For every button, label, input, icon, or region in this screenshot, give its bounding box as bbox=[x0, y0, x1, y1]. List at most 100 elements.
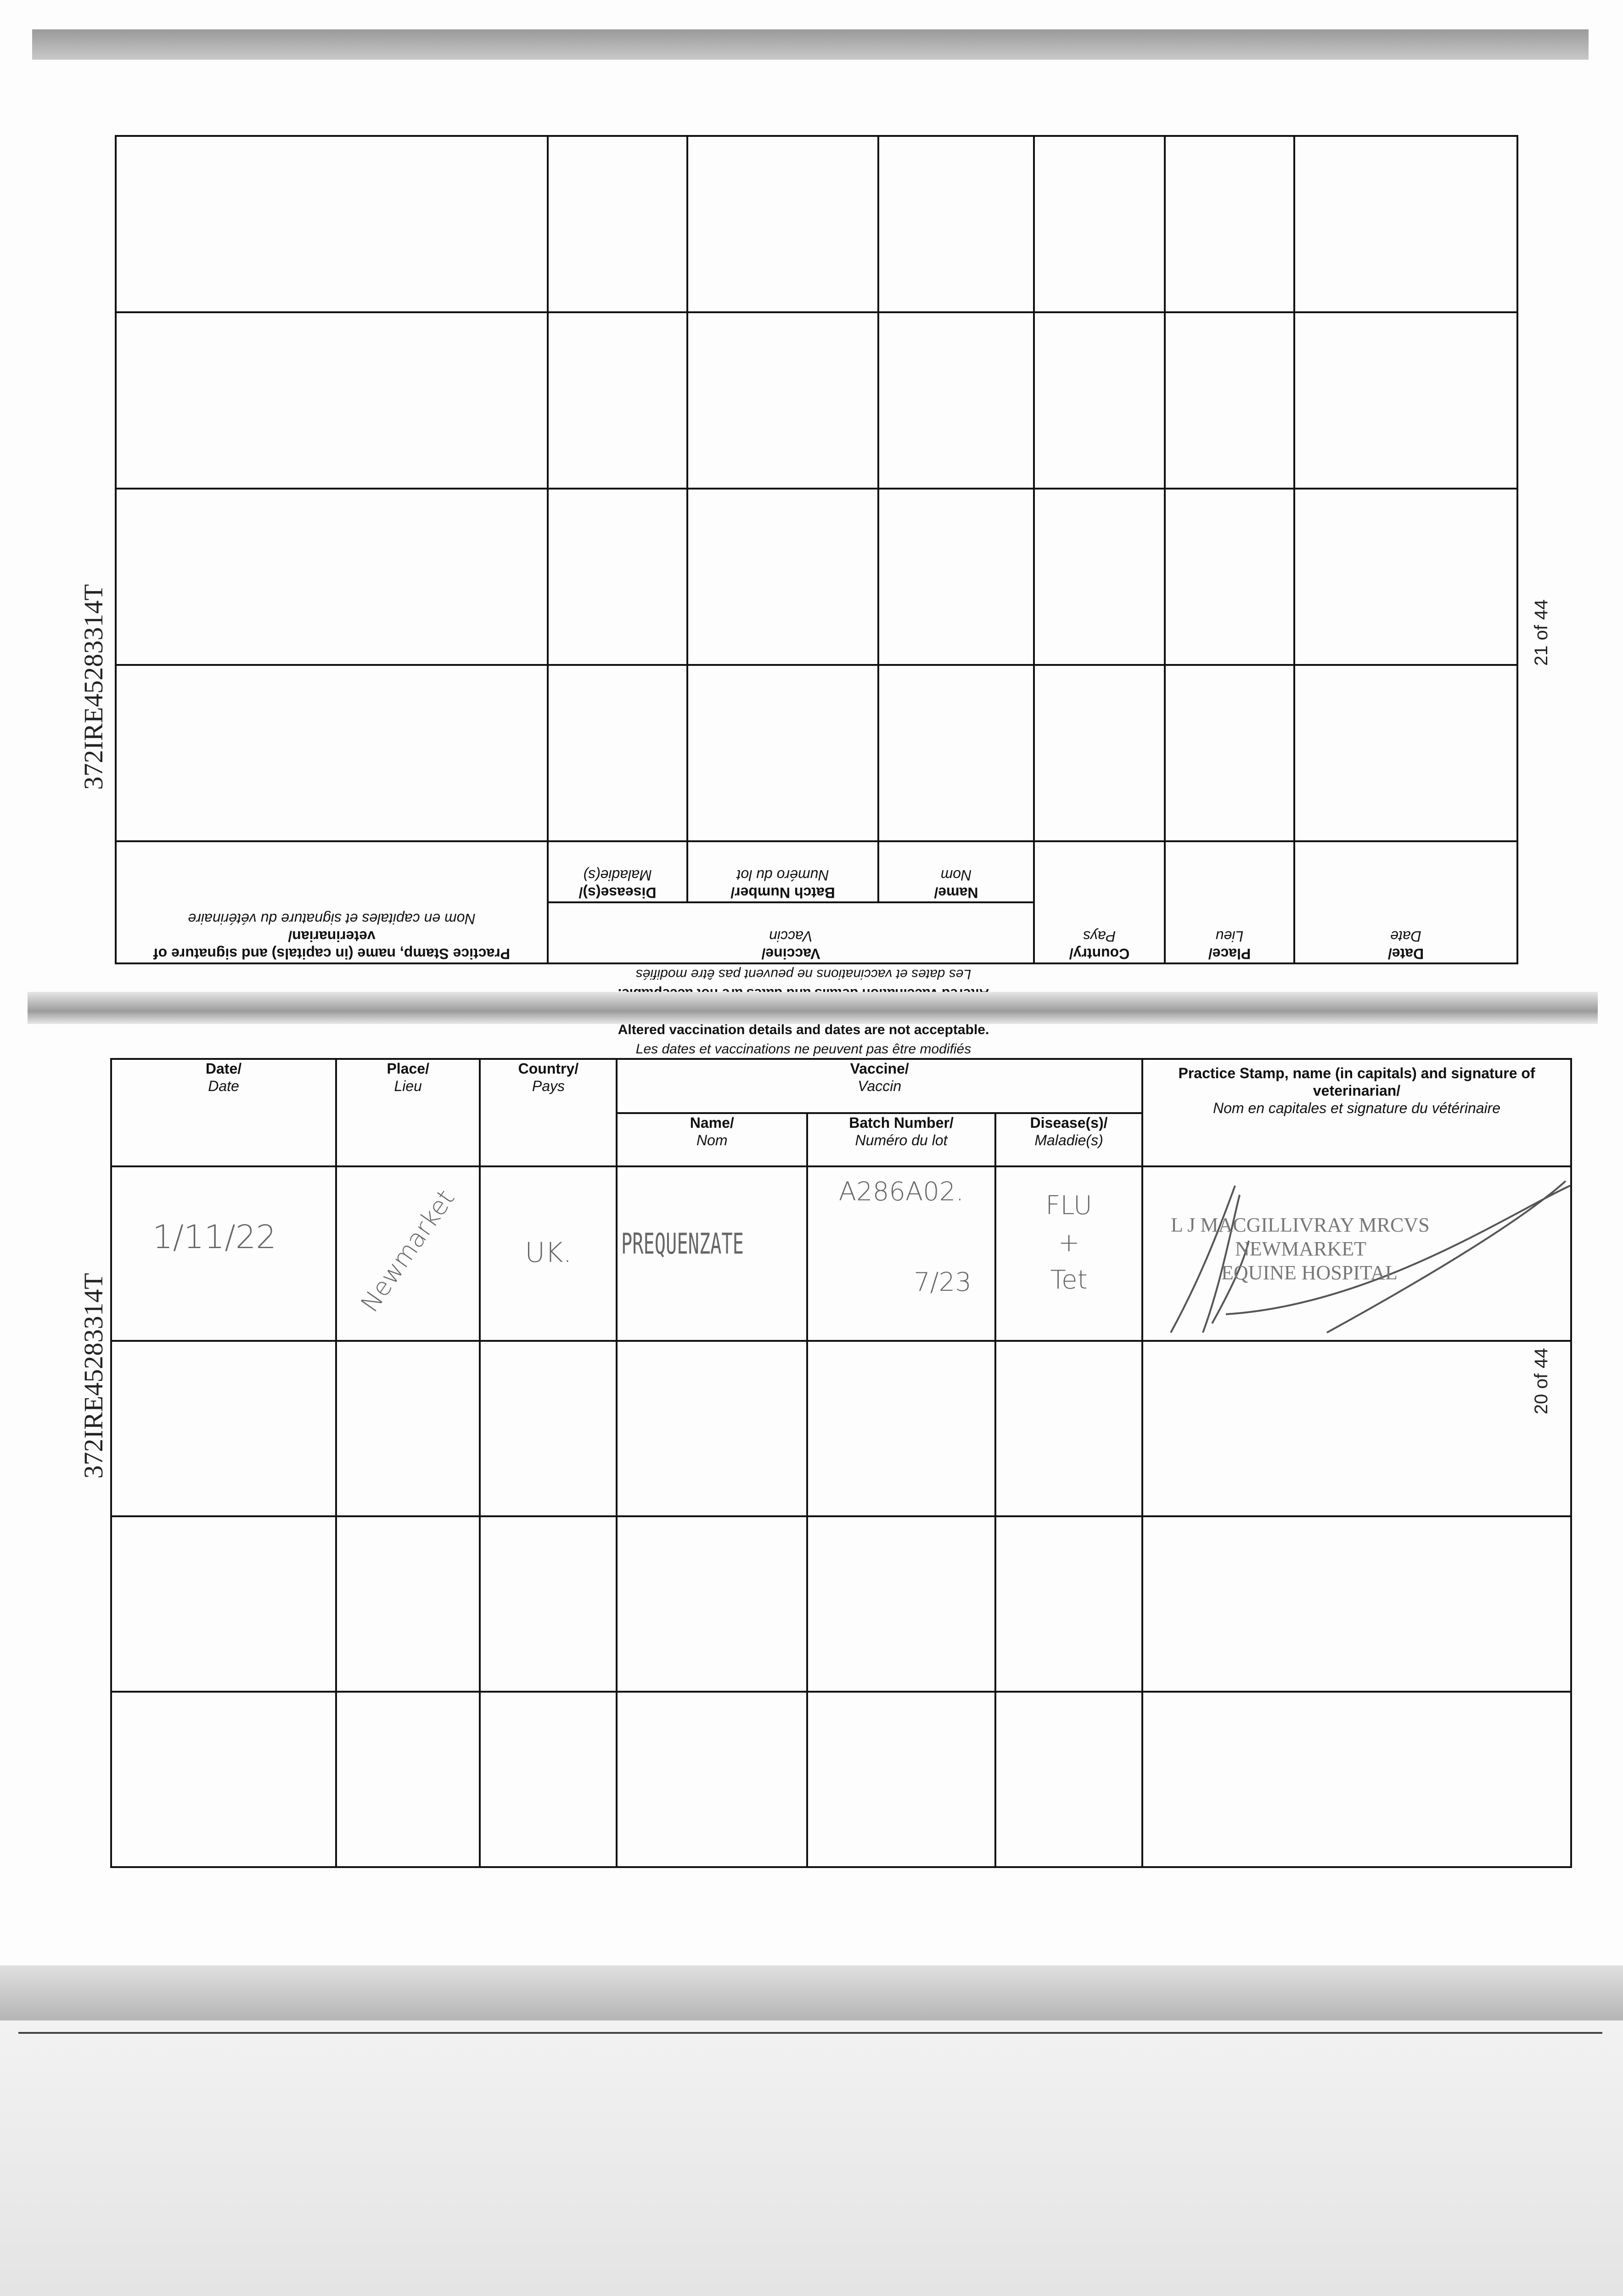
table-cell bbox=[479, 1515, 618, 1693]
handwritten-vaccine-name: PREQUENZATE bbox=[621, 1227, 744, 1261]
table-cell bbox=[110, 1340, 337, 1517]
scan-background bbox=[0, 2020, 1623, 2296]
label: Nom bbox=[696, 1132, 728, 1148]
table-cell bbox=[548, 136, 687, 312]
table-cell bbox=[687, 136, 878, 312]
cell-vaccine-name: PREQUENZATE bbox=[616, 1165, 809, 1342]
vaccination-table-upper: Date/Date Place/Lieu Country/Pays Vaccin… bbox=[115, 135, 1518, 964]
label: Vaccin bbox=[769, 928, 813, 945]
header-country: Country/Pays bbox=[1034, 841, 1165, 963]
handwritten-disease-1: FLU bbox=[1045, 1191, 1092, 1221]
document-reference-upper: 372IRE45283314T bbox=[79, 584, 108, 790]
table-cell bbox=[1141, 1340, 1572, 1517]
table-cell bbox=[878, 312, 1034, 489]
label: Date/ bbox=[1387, 945, 1424, 962]
label: Batch Number/ bbox=[849, 1114, 954, 1131]
header-vaccine: Vaccine/Vaccin bbox=[548, 902, 1034, 963]
notice-fr: Les dates et vaccinations ne peuvent pas… bbox=[635, 967, 972, 982]
stamp-line: NEWMARKET bbox=[1235, 1238, 1366, 1260]
label: Lieu bbox=[394, 1078, 422, 1094]
handwritten-date: 1/11/22 bbox=[152, 1218, 276, 1256]
practice-stamp: L J MACGILLIVRAY MRCVS NEWMARKET EQUINE … bbox=[1143, 1167, 1570, 1285]
table-cell bbox=[1034, 136, 1165, 312]
label: Batch Number/ bbox=[730, 884, 835, 901]
table-cell bbox=[116, 136, 548, 312]
table-cell bbox=[806, 1340, 997, 1517]
label: Lieu bbox=[1215, 928, 1244, 945]
handwritten-country: UK. bbox=[525, 1237, 572, 1269]
divider bbox=[18, 2032, 1602, 2034]
table-cell bbox=[1034, 489, 1165, 665]
table-cell bbox=[616, 1691, 809, 1868]
table-cell bbox=[110, 1691, 337, 1868]
table-cell bbox=[1294, 665, 1517, 841]
scan-shadow-bottom bbox=[0, 1965, 1623, 2020]
table-cell bbox=[116, 312, 548, 489]
table-row-empty bbox=[110, 1691, 1572, 1868]
label: Nom en capitales et signature du vétérin… bbox=[188, 911, 476, 927]
table-cell bbox=[116, 665, 548, 841]
label: Practice Stamp, name (in capitals) and s… bbox=[1178, 1065, 1535, 1099]
vaccination-table-lower: Date/Date Place/Lieu Country/Pays Vaccin… bbox=[110, 1058, 1572, 1868]
handwritten-batch-number: A286A02. bbox=[838, 1177, 964, 1207]
table-cell bbox=[110, 1515, 337, 1693]
label: Nom en capitales et signature du vétérin… bbox=[1213, 1100, 1501, 1116]
label: Vaccine/ bbox=[850, 1060, 909, 1077]
label: Numéro du lot bbox=[855, 1132, 948, 1148]
notice-fr: Les dates et vaccinations ne peuvent pas… bbox=[635, 1041, 972, 1057]
label: Name/ bbox=[690, 1114, 734, 1131]
label: Disease(s)/ bbox=[1030, 1114, 1108, 1131]
handwritten-place: Newmarket bbox=[355, 1184, 461, 1317]
table-cell bbox=[548, 489, 687, 665]
document-reference-lower: 372IRE45283314T bbox=[79, 1273, 108, 1479]
label: Pays bbox=[1083, 928, 1116, 945]
table-cell bbox=[994, 1515, 1144, 1693]
label: Name/ bbox=[934, 884, 978, 901]
header-name: Name/Nom bbox=[616, 1112, 809, 1167]
table-cell bbox=[687, 665, 878, 841]
table-row-empty bbox=[110, 1515, 1572, 1693]
cell-stamp: L J MACGILLIVRAY MRCVS NEWMARKET EQUINE … bbox=[1141, 1165, 1572, 1342]
table-cell bbox=[1294, 136, 1517, 312]
notice-en: Altered vaccination details and dates ar… bbox=[618, 1022, 989, 1037]
handwritten-plus: + bbox=[1058, 1228, 1080, 1258]
table-cell bbox=[994, 1691, 1144, 1868]
header-disease: Disease(s)/Maladie(s) bbox=[994, 1112, 1144, 1167]
label: Nom bbox=[940, 867, 972, 884]
table-cell bbox=[1165, 665, 1294, 841]
table-cell bbox=[335, 1340, 481, 1517]
label: Vaccin bbox=[858, 1078, 902, 1094]
table-cell bbox=[1141, 1515, 1572, 1693]
table-cell bbox=[479, 1340, 618, 1517]
signature bbox=[1170, 1180, 1571, 1334]
page-fold-shadow bbox=[28, 992, 1598, 1024]
table-cell bbox=[878, 665, 1034, 841]
header-date: Date/Date bbox=[110, 1058, 337, 1167]
table-row-entry: 1/11/22 Newmarket UK. PREQUENZATE A286A0… bbox=[110, 1165, 1572, 1342]
cell-place: Newmarket bbox=[335, 1165, 481, 1342]
notice-lower: Altered vaccination details and dates ar… bbox=[459, 1020, 1148, 1059]
stamp-line: L J MACGILLIVRAY MRCVS bbox=[1171, 1214, 1430, 1236]
label: Disease(s)/ bbox=[578, 884, 657, 901]
table-row-empty bbox=[116, 312, 1517, 489]
header-batch: Batch Number/Numéro du lot bbox=[806, 1112, 997, 1167]
label: Place/ bbox=[387, 1060, 429, 1077]
table-cell bbox=[687, 312, 878, 489]
stamp-line: EQUINE HOSPITAL bbox=[1221, 1261, 1398, 1284]
table-cell bbox=[994, 1340, 1144, 1517]
label: Practice Stamp, name (in capitals) and s… bbox=[153, 928, 511, 962]
label: Date bbox=[1390, 928, 1421, 945]
label: Place/ bbox=[1208, 945, 1251, 962]
header-name: Name/Nom bbox=[878, 841, 1034, 902]
cell-disease: FLU + Tet bbox=[994, 1165, 1144, 1342]
table-cell bbox=[1034, 312, 1165, 489]
table-cell bbox=[1034, 665, 1165, 841]
table-row-empty bbox=[116, 489, 1517, 665]
header-disease: Disease(s)/Maladie(s) bbox=[548, 841, 687, 902]
table-cell bbox=[878, 136, 1034, 312]
header-place: Place/Lieu bbox=[335, 1058, 481, 1167]
label: Numéro du lot bbox=[736, 867, 829, 884]
table-cell bbox=[116, 489, 548, 665]
table-cell bbox=[687, 489, 878, 665]
table-cell bbox=[616, 1515, 809, 1693]
